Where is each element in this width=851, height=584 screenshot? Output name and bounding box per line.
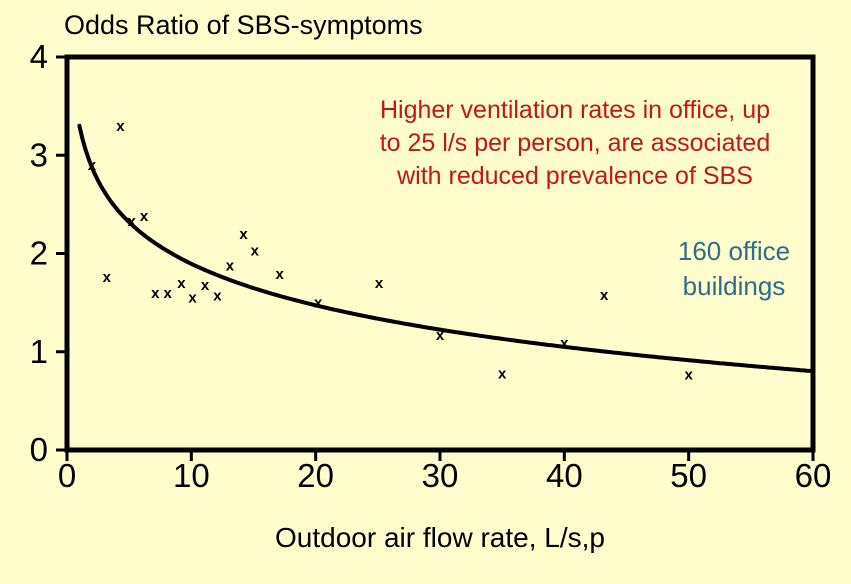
data-point-marker: x xyxy=(151,285,160,302)
data-point-marker: x xyxy=(684,366,693,383)
data-point-marker: x xyxy=(213,288,222,305)
data-point-marker: x xyxy=(188,290,197,307)
x-tick-label: 40 xyxy=(546,457,583,494)
chart-title: Odds Ratio of SBS-symptoms xyxy=(64,10,423,40)
annotation-line: with reduced prevalence of SBS xyxy=(397,162,753,190)
x-tick-label: 10 xyxy=(173,457,210,494)
trend-curve xyxy=(77,123,815,374)
data-point-marker: x xyxy=(177,275,186,292)
data-point-marker: x xyxy=(164,285,173,302)
annotation-line: Higher ventilation rates in office, up xyxy=(379,96,771,124)
note-line: 160 office xyxy=(677,236,791,266)
data-point-marker: x xyxy=(560,335,569,352)
plot-frame xyxy=(64,54,816,453)
data-point-marker: x xyxy=(239,226,248,243)
x-tick-label: 60 xyxy=(795,457,832,494)
data-point-marker: x xyxy=(88,157,97,174)
data-point-marker: x xyxy=(314,295,323,312)
x-tick-label: 50 xyxy=(670,457,707,494)
x-axis-title: Outdoor air flow rate, L/s,p xyxy=(275,522,605,553)
annotation-ventilation: Higher ventilation rates in office, up t… xyxy=(325,94,825,193)
data-point-marker: x xyxy=(116,118,125,135)
y-tick-label: 4 xyxy=(30,38,48,75)
data-point-marker: x xyxy=(275,266,284,283)
x-tick-label: 20 xyxy=(297,457,334,494)
y-tick-label: 1 xyxy=(30,333,48,370)
note-building-count: 160 office buildings xyxy=(645,234,823,304)
data-point-marker: x xyxy=(600,287,609,304)
annotation-line: to 25 l/s per person, are associated xyxy=(379,129,771,157)
data-point-marker: x xyxy=(436,327,445,344)
y-tick-label: 3 xyxy=(30,136,48,173)
data-point-marker: x xyxy=(375,275,384,292)
x-tick-label: 30 xyxy=(422,457,459,494)
x-tick-label: 0 xyxy=(58,457,76,494)
data-point-marker: x xyxy=(226,257,235,274)
y-tick-label: 0 xyxy=(30,431,48,468)
data-point-marker: x xyxy=(127,213,136,230)
data-point-marker: x xyxy=(103,269,112,286)
data-point-marker: x xyxy=(201,277,210,294)
data-point-marker: x xyxy=(498,365,507,382)
data-point-marker: x xyxy=(140,208,149,225)
y-tick-label: 2 xyxy=(30,235,48,272)
note-line: buildings xyxy=(682,271,786,301)
data-point-marker: x xyxy=(251,243,260,260)
